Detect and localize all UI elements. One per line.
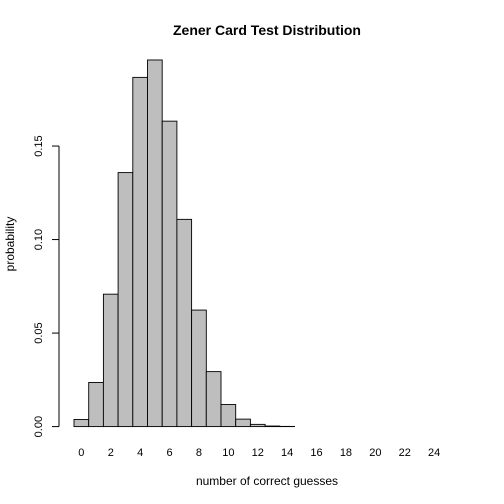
x-axis-title: number of correct guesses	[196, 474, 338, 488]
x-tick-label: 14	[281, 447, 293, 459]
x-tick-label: 24	[428, 447, 440, 459]
bar-7	[176, 218, 193, 428]
x-tick-label: 6	[166, 447, 172, 459]
bar-4	[132, 76, 148, 428]
bar-6	[161, 120, 178, 428]
x-tick-label: 4	[137, 447, 143, 459]
bar-12	[249, 423, 266, 428]
bar-13	[264, 425, 281, 428]
y-tick-label: 0.05	[33, 322, 45, 343]
y-axis: 0.00 0.05 0.10 0.15	[33, 135, 60, 437]
y-tick-label: 0.10	[33, 229, 45, 250]
x-tick-label: 0	[78, 447, 84, 459]
bar-1	[88, 382, 104, 428]
y-tick-label: 0.15	[33, 135, 45, 156]
bar-2	[102, 293, 119, 428]
bar-5	[147, 59, 163, 428]
bar-10	[220, 404, 237, 428]
y-axis-title: probability	[3, 217, 17, 272]
chart-title: Zener Card Test Distribution	[173, 22, 361, 38]
x-tick-label: 22	[399, 447, 411, 459]
x-tick-label: 10	[222, 447, 234, 459]
x-tick-label: 16	[310, 447, 322, 459]
x-tick-label: 8	[196, 447, 202, 459]
x-axis: 0 2 4 6 8 10 12 14 16 18 20 22 24	[78, 447, 440, 459]
x-tick-label: 20	[369, 447, 381, 459]
x-tick-label: 12	[252, 447, 264, 459]
x-tick-label: 18	[340, 447, 352, 459]
bar-9	[205, 371, 222, 428]
bar-3	[117, 172, 134, 428]
bar-0	[73, 419, 90, 428]
bar-11	[235, 418, 251, 428]
bar-8	[191, 309, 207, 428]
x-tick-label: 2	[108, 447, 114, 459]
bars-group	[73, 59, 295, 428]
y-tick-label: 0.00	[33, 416, 45, 437]
